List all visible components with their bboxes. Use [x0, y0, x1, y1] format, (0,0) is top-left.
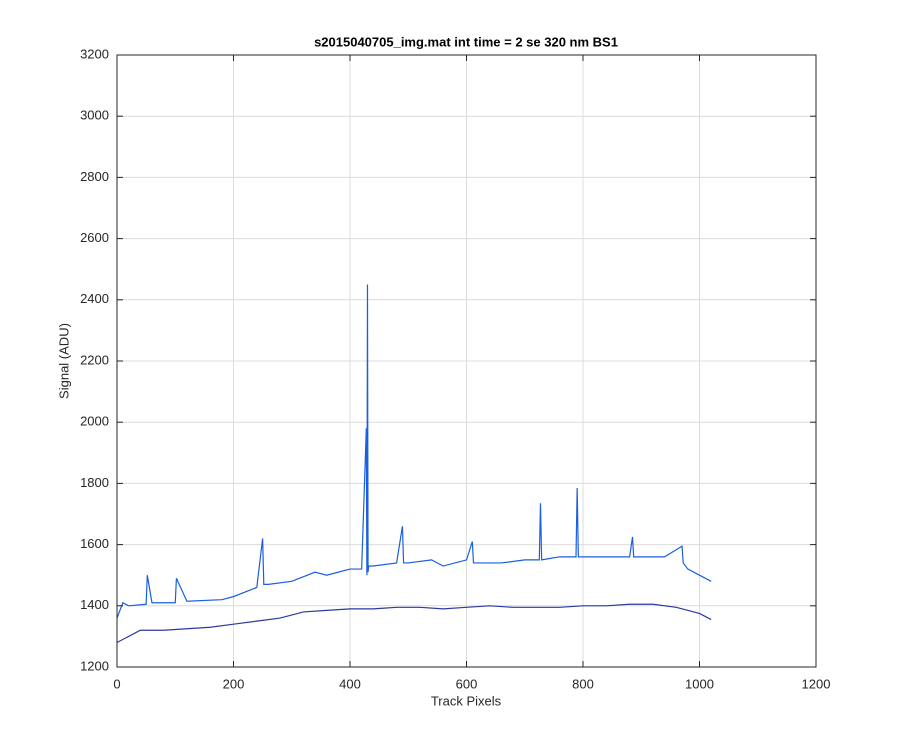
y-tick-label: 1400: [80, 597, 109, 612]
y-tick-label: 3200: [80, 46, 109, 61]
y-tick-label: 2400: [80, 291, 109, 306]
x-tick-label: 800: [572, 676, 594, 691]
x-tick-label: 1200: [802, 676, 831, 691]
y-tick-label: 2800: [80, 169, 109, 184]
y-tick-label: 2600: [80, 230, 109, 245]
x-tick-label: 600: [456, 676, 478, 691]
chart-title: s2015040705_img.mat int time = 2 se 320 …: [314, 34, 618, 49]
x-tick-label: 0: [113, 676, 120, 691]
y-tick-label: 2000: [80, 414, 109, 429]
data-line: [116, 603, 712, 644]
x-tick-label: 400: [339, 676, 361, 691]
data-line: [116, 284, 712, 619]
y-axis-label: Signal (ADU): [56, 323, 71, 399]
x-tick-label: 1000: [685, 676, 714, 691]
y-tick-label: 3000: [80, 108, 109, 123]
x-tick-label: 200: [223, 676, 245, 691]
y-tick-label: 1200: [80, 658, 109, 673]
y-tick-label: 1600: [80, 536, 109, 551]
x-axis-label: Track Pixels: [431, 693, 502, 708]
y-tick-label: 1800: [80, 475, 109, 490]
y-tick-label: 2200: [80, 352, 109, 367]
